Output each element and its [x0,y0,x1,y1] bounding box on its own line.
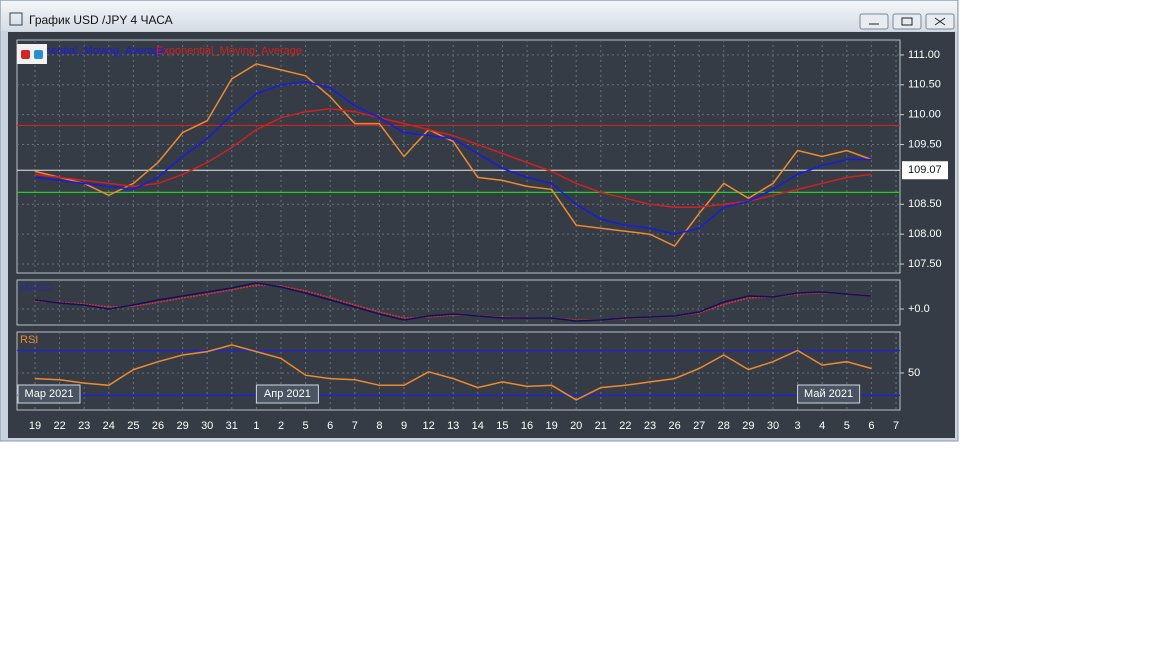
series-line [34,81,872,235]
panel [16,279,901,326]
y-tick-label: 50 [908,367,920,379]
y-tick-label: 108.00 [908,228,942,240]
last-price-label: 109.07 [908,164,942,176]
x-tick-label: 16 [521,420,533,432]
x-tick-label: 6 [868,420,874,432]
month-label: Мар 2021 [24,388,73,400]
y-tick-label: 109.50 [908,138,942,150]
maximize-button[interactable] [892,13,922,30]
x-tick-label: 31 [226,420,238,432]
y-tick-label: 107.50 [908,258,942,270]
minimize-button[interactable] [859,13,889,30]
legend-icon [34,50,43,59]
x-tick-label: 7 [893,420,899,432]
x-tick-label: 22 [53,420,65,432]
month-label: Май 2021 [804,388,853,400]
last-price-box [902,161,948,180]
y-tick-label: +0.0 [908,303,930,315]
x-tick-label: 19 [545,420,557,432]
panel-title: MACD [20,282,52,294]
chart-area [8,32,955,438]
plot: 107.50 108.00 108.50 109.50 110.00 110.50 111.… [16,39,948,432]
series-line [34,282,872,322]
x-tick-label: 8 [376,420,382,432]
x-tick-label: 27 [693,420,705,432]
series-line [34,107,872,209]
legend-entry: Exponential_Moving_Average [156,45,302,57]
x-tick-label: 30 [767,420,779,432]
x-tick-label: 19 [29,420,41,432]
x-tick-label: 1 [253,420,259,432]
x-tick-label: 28 [718,420,730,432]
x-tick-label: 5 [303,420,309,432]
x-tick-label: 26 [668,420,680,432]
y-tick-label: 108.50 [908,198,942,210]
x-tick-label: 29 [176,420,188,432]
legend-icon [21,50,30,59]
x-tick-label: 15 [496,420,508,432]
month-label-box [255,384,319,404]
x-tick-label: 13 [447,420,459,432]
window-title: График USD /JPY 4 ЧАСА [29,13,173,27]
y-tick-label: 110.50 [908,79,941,91]
series-line [34,284,872,321]
x-tick-label: 4 [819,420,825,432]
maximize-icon [901,17,913,26]
x-tick-label: 12 [422,420,434,432]
x-tick-label: 6 [327,420,333,432]
x-tick-label: 9 [401,420,407,432]
x-tick-label: 30 [201,420,213,432]
x-tick-label: 7 [352,420,358,432]
month-label: Апр 2021 [264,388,311,400]
month-label-box [17,384,81,404]
x-tick-label: 20 [570,420,582,432]
panel-title: RSI [20,334,38,346]
x-tick-label: 26 [152,420,164,432]
x-tick-label: 14 [472,420,484,432]
y-tick-label: 110.00 [908,109,941,121]
series-line [34,344,872,401]
window-icon [9,12,23,26]
legend-entry: Exponential_Moving_Average [20,45,166,57]
x-tick-label: 23 [644,420,656,432]
x-tick-label: 2 [278,420,284,432]
month-label-box [797,384,861,404]
y-tick-label: 111.00 [908,49,940,61]
panel [16,331,901,411]
x-tick-label: 21 [595,420,607,432]
panel [16,39,901,274]
close-icon [934,17,946,26]
x-tick-label: 24 [103,420,115,432]
x-tick-label: 25 [127,420,139,432]
x-tick-label: 23 [78,420,90,432]
x-tick-label: 5 [844,420,850,432]
x-tick-label: 3 [795,420,801,432]
series-line [34,63,872,248]
title-bar [1,1,957,31]
x-tick-label: 22 [619,420,631,432]
x-tick-label: 29 [742,420,754,432]
